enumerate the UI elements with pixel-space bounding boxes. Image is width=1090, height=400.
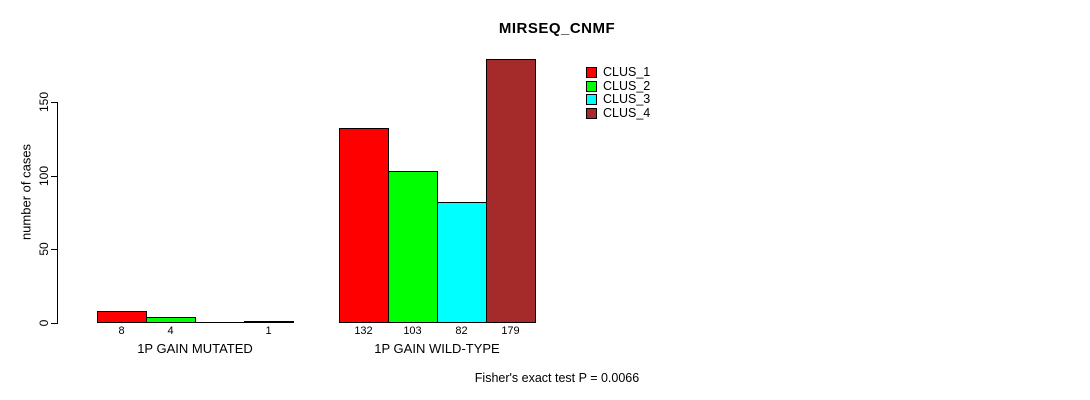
y-tick-label: 0 xyxy=(37,319,51,327)
legend-swatch-clus_3 xyxy=(586,94,597,106)
bar-clus_4-group1 xyxy=(244,321,294,323)
bar-clus_1-group1 xyxy=(97,311,147,323)
y-tick-label: 150 xyxy=(37,91,51,113)
legend-row-clus_3: CLUS_3 xyxy=(586,93,650,107)
y-axis-label: number of cases xyxy=(18,143,34,241)
bar-clus_3-group1 xyxy=(195,322,244,323)
legend-swatch-clus_2 xyxy=(586,80,597,92)
bar-count-label: 82 xyxy=(455,325,468,337)
bar-clus_2-group1 xyxy=(146,317,196,323)
y-tick-mark xyxy=(51,249,58,250)
legend-label: CLUS_2 xyxy=(603,78,651,93)
bar-clus_1-group2 xyxy=(339,128,389,323)
legend-row-clus_2: CLUS_2 xyxy=(586,78,651,94)
chart-title: MIRSEQ_CNMF xyxy=(498,20,616,37)
y-axis-line xyxy=(57,102,58,324)
legend-label: CLUS_1 xyxy=(603,65,651,80)
bar-count-label: 1 xyxy=(265,325,272,337)
bar-clus_3-group2 xyxy=(437,202,487,323)
bar-clus_2-group2 xyxy=(388,171,438,323)
y-tick-mark xyxy=(51,102,58,103)
legend-row-clus_4: CLUS_4 xyxy=(586,105,651,121)
y-tick-label: 50 xyxy=(37,242,51,256)
legend: CLUS_1 CLUS_2 CLUS_3 CLUS_4 xyxy=(586,66,650,120)
y-tick-mark xyxy=(51,323,58,324)
bar-count-label: 132 xyxy=(354,325,373,337)
x-category-label: 1P GAIN WILD-TYPE xyxy=(374,341,500,356)
y-tick-label: 100 xyxy=(37,165,51,187)
bar-count-label: 179 xyxy=(501,325,520,337)
legend-row-clus_1: CLUS_1 xyxy=(586,66,650,80)
bar-clus_4-group2 xyxy=(486,59,536,323)
x-category-label: 1P GAIN MUTATED xyxy=(137,341,253,356)
bar-count-label: 103 xyxy=(403,325,422,337)
legend-swatch-clus_1 xyxy=(586,67,597,79)
legend-swatch-clus_4 xyxy=(586,107,597,119)
y-tick-mark xyxy=(51,176,58,177)
legend-label: CLUS_4 xyxy=(603,105,651,120)
fisher-test-label: Fisher's exact test P = 0.0066 xyxy=(474,371,640,385)
legend-label: CLUS_3 xyxy=(603,92,651,107)
bar-count-label: 8 xyxy=(118,325,125,337)
bar-count-label: 4 xyxy=(167,325,174,337)
